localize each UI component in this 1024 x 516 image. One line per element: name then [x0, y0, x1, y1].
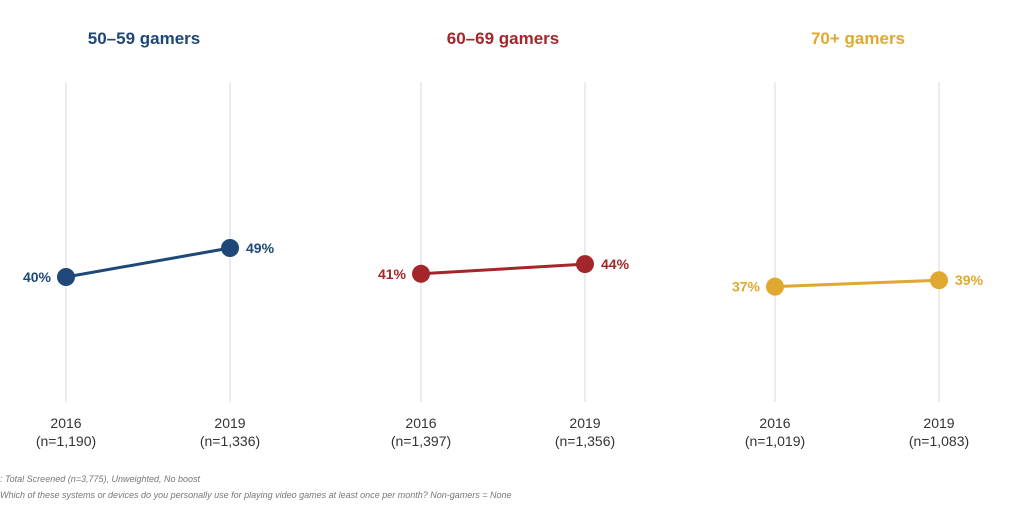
- tick-label-n: (n=1,190): [36, 433, 96, 449]
- tick-label-n: (n=1,397): [391, 433, 451, 449]
- tick-label-n: (n=1,356): [555, 433, 615, 449]
- data-point: [766, 277, 784, 296]
- data-point: [221, 239, 239, 257]
- data-label: 49%: [246, 240, 275, 256]
- tick-label-year: 2019: [569, 415, 600, 431]
- data-label: 37%: [732, 279, 761, 295]
- tick-label-year: 2016: [50, 415, 81, 431]
- data-label: 39%: [955, 272, 984, 288]
- series-line: [65, 246, 231, 279]
- data-point: [576, 255, 594, 274]
- data-point: [412, 264, 430, 283]
- footnote-question: Which of these systems or devices do you…: [0, 490, 512, 500]
- data-label: 41%: [378, 266, 407, 282]
- tick-label-year: 2016: [405, 415, 436, 431]
- tick-label-year: 2016: [759, 415, 790, 431]
- data-label: 40%: [23, 269, 52, 285]
- data-point: [57, 268, 75, 286]
- series-line: [420, 262, 586, 276]
- data-label: 44%: [601, 256, 630, 272]
- data-point: [930, 271, 948, 290]
- tick-label-n: (n=1,336): [200, 433, 260, 449]
- tick-label-year: 2019: [923, 415, 954, 431]
- tick-label-year: 2019: [214, 415, 245, 431]
- footnote-base: : Total Screened (n=3,775), Unweighted, …: [0, 474, 201, 484]
- panel-title: 50–59 gamers: [88, 29, 200, 48]
- series-line: [774, 278, 940, 289]
- panel-title: 70+ gamers: [811, 29, 905, 48]
- tick-label-n: (n=1,019): [745, 433, 805, 449]
- panel-title: 60–69 gamers: [447, 29, 559, 48]
- tick-label-n: (n=1,083): [909, 433, 969, 449]
